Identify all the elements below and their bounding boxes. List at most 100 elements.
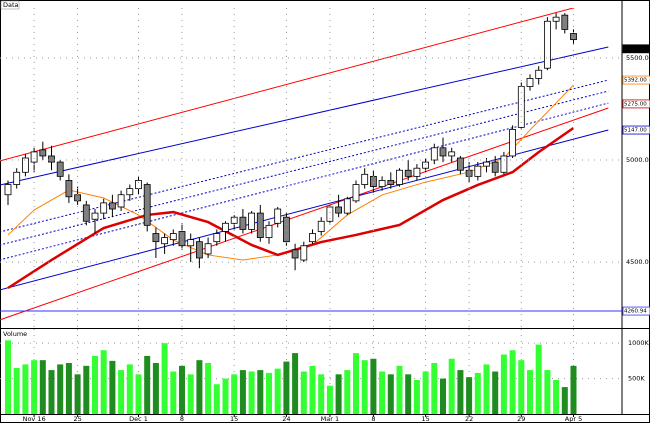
volume-bar	[387, 374, 394, 414]
candle-body	[13, 171, 21, 185]
volume-bar	[396, 365, 403, 414]
volume-bar	[483, 364, 490, 414]
price-marker-label: 5545.00	[624, 46, 647, 52]
candle-body	[535, 69, 543, 79]
x-tick-label: 25	[73, 415, 81, 423]
candle-body	[387, 180, 395, 185]
candle-body	[135, 180, 142, 190]
candle-body	[430, 147, 438, 161]
candle-body	[195, 241, 203, 259]
volume-bar	[83, 365, 90, 414]
x-tick-label: Dec 1	[129, 415, 148, 423]
y-tick-label: 5000.00	[626, 156, 650, 164]
candle-body	[204, 243, 212, 255]
volume-bar	[222, 378, 229, 414]
volume-bar	[422, 371, 429, 414]
candle-body	[65, 180, 73, 198]
volume-bar	[344, 370, 351, 414]
candle-body	[456, 157, 464, 171]
volume-bar	[231, 374, 238, 414]
volume-bar	[440, 378, 446, 414]
volume-bar	[74, 374, 81, 414]
candle-body	[161, 237, 169, 245]
candle-body	[352, 184, 360, 202]
candle-body	[30, 151, 38, 163]
candle-body	[378, 180, 386, 187]
candle-body	[239, 216, 247, 230]
volume-bar	[205, 363, 212, 414]
y-tick-label: 1000K	[628, 339, 650, 347]
volume-bar	[500, 354, 507, 414]
volume-bar	[474, 372, 481, 414]
volume-bar	[309, 365, 316, 414]
volume-bar	[118, 370, 125, 414]
volume-bar	[553, 380, 560, 414]
panel-label-box	[0, 0, 20, 10]
volume-bar	[5, 340, 11, 414]
panel-label: Data	[3, 1, 19, 9]
volume-bar	[179, 365, 185, 414]
candle-body	[178, 231, 186, 247]
candle-body	[169, 233, 177, 241]
price-marker	[622, 99, 650, 109]
candle-body	[439, 147, 447, 157]
volume-bar	[535, 344, 542, 414]
candle-body	[465, 169, 473, 177]
candle-body	[509, 129, 517, 157]
candle-body	[187, 239, 195, 247]
candle-body	[256, 212, 264, 238]
candle-body	[526, 78, 534, 87]
candle-body	[335, 206, 343, 214]
candle-body	[300, 245, 308, 261]
volume-bar	[126, 364, 133, 414]
candle-body	[274, 208, 282, 224]
candle-body	[561, 14, 569, 30]
volume-bar	[448, 358, 455, 414]
candle-body	[4, 184, 12, 196]
volume-bar	[318, 374, 325, 414]
price-plot	[0, 8, 622, 321]
y-tick-label: 4500.00	[626, 258, 650, 266]
candle-body	[474, 165, 482, 177]
candle-body	[491, 161, 499, 173]
volume-bar	[239, 370, 246, 414]
candle-body	[544, 20, 551, 69]
candle-body	[117, 194, 125, 208]
volume-bar	[561, 387, 568, 414]
volume-bar	[300, 371, 307, 414]
candle-body	[91, 212, 99, 220]
volume-bar	[292, 353, 299, 414]
y-tick-label: 5500.00	[626, 54, 650, 62]
volume-bar	[196, 360, 203, 414]
candle-body	[143, 184, 151, 226]
volume-bar	[457, 370, 464, 414]
candle-body	[248, 212, 256, 230]
volume-bar	[370, 358, 377, 414]
candle-body	[369, 175, 377, 187]
price-marker-label: 5147.00	[624, 128, 647, 134]
volume-bar	[170, 371, 177, 414]
candle-body	[82, 204, 90, 222]
candle-body	[500, 155, 508, 173]
candle-body	[222, 222, 229, 232]
volume-bar	[31, 360, 38, 414]
volume-bar	[266, 372, 272, 414]
volume-bar	[353, 353, 359, 414]
candle-body	[39, 149, 47, 157]
candle-body	[343, 198, 351, 214]
x-tick-label: 15	[421, 415, 429, 423]
x-tick-label: 29	[517, 415, 525, 423]
candle-body	[361, 173, 369, 185]
price-marker	[622, 306, 650, 316]
volume-bar	[57, 364, 64, 414]
line	[0, 8, 576, 162]
volume-bar	[492, 371, 499, 414]
volume-bar	[248, 371, 255, 414]
candle-body	[396, 169, 403, 185]
volume-bar	[518, 360, 525, 414]
volume-bar	[283, 361, 290, 414]
line	[0, 102, 609, 261]
volume-bar	[274, 368, 281, 414]
candle-body	[448, 151, 456, 157]
